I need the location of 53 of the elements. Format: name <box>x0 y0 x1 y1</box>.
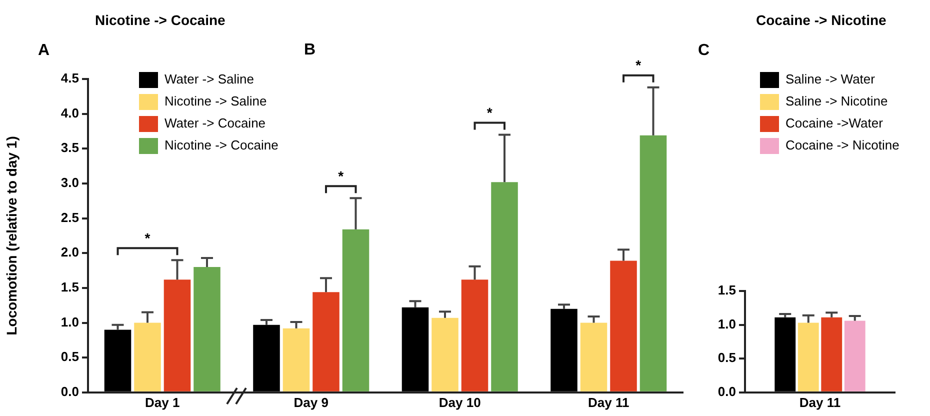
text: * <box>636 57 642 74</box>
bar <box>104 330 132 392</box>
annotation: * <box>144 230 151 246</box>
y-tick-label: 2.5 <box>60 210 79 225</box>
y-tick-label: 1.5 <box>60 280 79 295</box>
bar <box>253 324 280 392</box>
x-tick-label: Day 9 <box>294 394 328 410</box>
bar <box>312 292 340 392</box>
legend-label: Saline -> Water <box>786 72 876 87</box>
bar <box>282 328 310 392</box>
annotation: * <box>338 168 344 184</box>
y-tick-label: 4.0 <box>60 105 79 120</box>
bar <box>402 307 429 392</box>
y-tick-label: 3.5 <box>60 140 79 156</box>
chart-title: Cocaine -> Nicotine <box>756 12 886 28</box>
bar <box>432 318 458 392</box>
bar <box>640 135 667 392</box>
legend-label: Nicotine -> Saline <box>164 94 267 109</box>
bar <box>610 260 637 392</box>
bar <box>342 229 370 392</box>
x-tick-label: Day 11 <box>799 394 841 410</box>
y-tick-label: 0.5 <box>718 350 736 366</box>
chart-subtitle: A <box>38 42 50 60</box>
y-axis-title: Locomotion (relative to day 1) <box>3 136 20 336</box>
annotation: * <box>486 104 493 121</box>
x-tick-label: Day 1 <box>145 394 180 410</box>
legend-label: Water -> Saline <box>164 72 254 87</box>
y-tick-label: 1.0 <box>60 314 79 330</box>
legend-label: Cocaine ->Water <box>786 116 884 131</box>
x-tick-label: Day 10 <box>438 394 481 410</box>
x-tick-label: Day 11 <box>588 394 630 410</box>
bar <box>491 182 518 392</box>
y-tick-label: 0.0 <box>60 384 79 399</box>
y-tick-label: 4.5 <box>60 70 79 86</box>
bar <box>580 322 608 392</box>
legend-label: Cocaine -> Nicotine <box>786 138 900 153</box>
y-tick-label: 0.0 <box>718 384 736 399</box>
chart-title: Nicotine -> Cocaine <box>95 12 226 28</box>
y-tick-label: 1.0 <box>718 316 736 332</box>
y-tick-label: 3.0 <box>60 175 79 190</box>
legend-label: Saline -> Nicotine <box>786 94 888 109</box>
y-tick-label: 1.5 <box>718 282 736 298</box>
bar <box>461 280 488 392</box>
legend-label: Water -> Cocaine <box>164 116 266 131</box>
bar <box>194 267 220 392</box>
bar <box>134 322 161 392</box>
y-tick-label: 2.0 <box>60 244 79 260</box>
y-tick-label: 0.5 <box>60 349 79 364</box>
text: B <box>304 41 316 58</box>
bar <box>164 280 191 392</box>
bar <box>550 308 578 392</box>
legend-label: Nicotine -> Cocaine <box>164 138 278 153</box>
chart-subtitle: C <box>698 42 710 60</box>
